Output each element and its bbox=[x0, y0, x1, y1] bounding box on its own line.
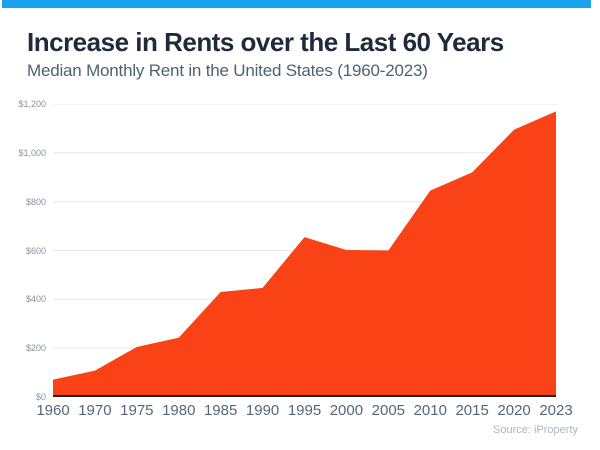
x-axis-tick-label: 2005 bbox=[371, 402, 406, 419]
y-axis-tick-label: $1,000 bbox=[18, 147, 46, 158]
x-axis-tick-label: 2020 bbox=[497, 402, 531, 419]
y-axis-tick-label: $0 bbox=[35, 392, 46, 402]
x-axis-tick-label: 2010 bbox=[413, 402, 447, 419]
plot-canvas bbox=[53, 104, 556, 397]
x-axis-tick-label: 1980 bbox=[162, 402, 196, 419]
x-axis-tick-label: 2015 bbox=[455, 402, 489, 419]
x-axis-tick-label: 1995 bbox=[287, 402, 322, 419]
x-axis-tick-label: 1970 bbox=[78, 402, 112, 419]
x-axis-tick-label: 1960 bbox=[36, 402, 70, 419]
area-series bbox=[53, 111, 556, 397]
chart-title: Increase in Rents over the Last 60 Years bbox=[27, 27, 504, 57]
x-axis-tick-label: 1985 bbox=[203, 402, 238, 419]
x-axis-tick-label: 2023 bbox=[539, 402, 573, 419]
y-axis-tick-label: $800 bbox=[25, 196, 46, 207]
y-axis-tick-label: $600 bbox=[25, 245, 46, 256]
chart-subtitle: Median Monthly Rent in the United States… bbox=[27, 61, 428, 80]
y-axis-tick-label: $1,200 bbox=[18, 99, 46, 109]
x-axis-tick-label: 2000 bbox=[329, 402, 364, 419]
top-accent-bar bbox=[2, 0, 591, 8]
source-attribution: Source: iProperty bbox=[493, 424, 578, 436]
y-axis-tick-label: $400 bbox=[25, 294, 46, 305]
x-axis-tick-label: 1975 bbox=[120, 402, 154, 419]
y-axis-tick-label: $200 bbox=[25, 343, 46, 354]
x-axis-tick-label: 1990 bbox=[245, 402, 280, 419]
